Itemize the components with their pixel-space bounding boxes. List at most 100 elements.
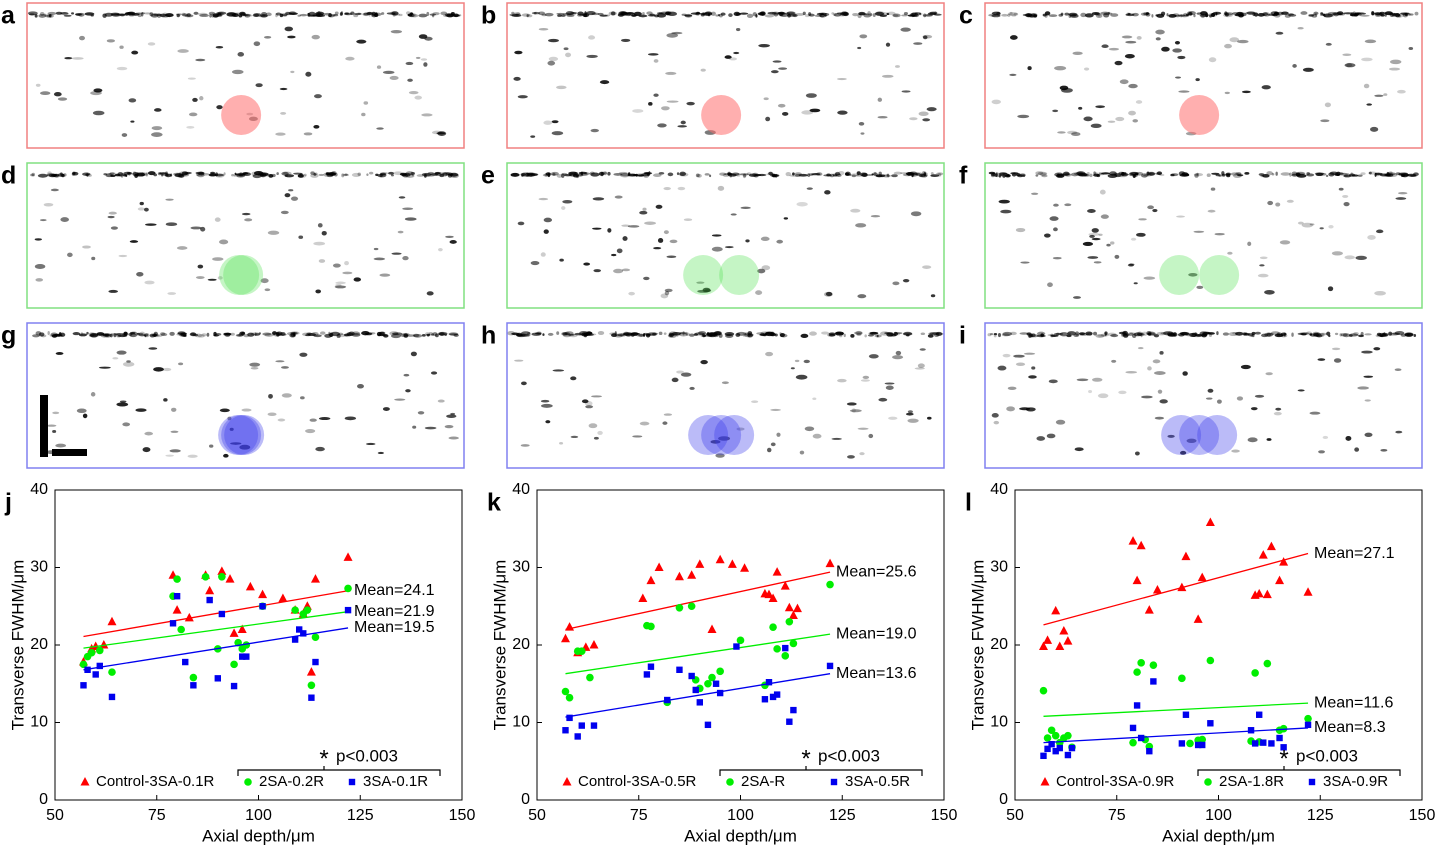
speck [314, 172, 318, 176]
speck [660, 293, 669, 299]
speck [547, 60, 556, 66]
speck [79, 35, 85, 41]
speck [1077, 171, 1084, 176]
speck [137, 13, 142, 18]
data-point [1182, 711, 1190, 718]
y-tick-label: 40 [30, 481, 48, 498]
speck [647, 53, 659, 56]
data-point [1251, 669, 1259, 677]
speck [671, 377, 679, 383]
speck [1015, 227, 1026, 233]
speck [1367, 235, 1376, 240]
speck [1309, 333, 1313, 336]
speck [377, 173, 387, 178]
speck [1236, 396, 1244, 401]
speck [1280, 172, 1291, 176]
speck [1050, 334, 1059, 338]
speck [627, 225, 640, 228]
speck [1388, 331, 1393, 336]
data-point [189, 673, 198, 682]
speck [233, 174, 237, 177]
data-point [773, 691, 781, 698]
speck [704, 11, 713, 15]
speck [662, 421, 668, 425]
data-point [172, 605, 182, 614]
speck [267, 230, 280, 235]
speck [770, 442, 776, 447]
speck [1333, 12, 1339, 17]
speck [279, 13, 284, 18]
speck [201, 333, 207, 337]
data-point [1206, 656, 1215, 665]
data-point [343, 552, 353, 561]
speck [307, 12, 310, 17]
speck [125, 12, 134, 15]
speck [1178, 90, 1190, 93]
speck [165, 222, 178, 227]
speck [1159, 351, 1164, 355]
speck [796, 202, 808, 207]
speck [157, 172, 162, 176]
speck [241, 331, 245, 336]
speck [237, 52, 245, 57]
speck [78, 333, 88, 337]
speck [1383, 93, 1388, 96]
speck [648, 102, 653, 106]
data-point [578, 722, 585, 729]
speck [1128, 83, 1138, 89]
speck [870, 215, 881, 218]
speck [160, 173, 164, 177]
speck [922, 118, 931, 122]
speck [574, 172, 577, 176]
speck [855, 330, 863, 336]
speck [1348, 173, 1356, 177]
speck [1126, 12, 1131, 16]
speck [789, 174, 799, 177]
data-point [733, 643, 740, 650]
speck [1114, 173, 1122, 178]
speck [1363, 375, 1374, 378]
legend-marker [726, 778, 734, 786]
data-point [92, 671, 99, 678]
data-point [674, 571, 684, 581]
speck [402, 256, 409, 261]
speck [710, 11, 716, 16]
speck [885, 42, 891, 47]
speck [809, 108, 821, 113]
speck [1161, 46, 1170, 52]
speck [410, 351, 417, 357]
speck [280, 111, 287, 115]
speck [772, 60, 782, 63]
speck [895, 65, 900, 68]
speck [633, 11, 642, 17]
speck [821, 331, 829, 335]
speck [536, 331, 542, 335]
data-point [1178, 740, 1186, 747]
speck [1376, 13, 1384, 17]
speck [34, 14, 38, 18]
speck [998, 199, 1010, 204]
speck [333, 13, 339, 17]
speck [1033, 14, 1038, 18]
speck [1103, 13, 1110, 18]
data-point [765, 679, 773, 686]
data-point [1194, 741, 1202, 749]
speck [1354, 447, 1360, 452]
speck [837, 110, 848, 115]
data-point [638, 593, 648, 602]
speck [900, 27, 911, 32]
data-point [184, 612, 194, 622]
data-point [1136, 540, 1146, 550]
speck [1046, 433, 1056, 439]
speck [165, 13, 174, 18]
speck [123, 171, 133, 176]
speck [39, 91, 51, 96]
speck [1017, 174, 1024, 178]
significance-star: * [1279, 745, 1288, 772]
speck [770, 70, 779, 74]
speck [197, 264, 204, 269]
speck [836, 77, 847, 81]
speck [169, 331, 175, 336]
x-tick-label: 125 [347, 807, 374, 824]
speck [188, 112, 198, 117]
